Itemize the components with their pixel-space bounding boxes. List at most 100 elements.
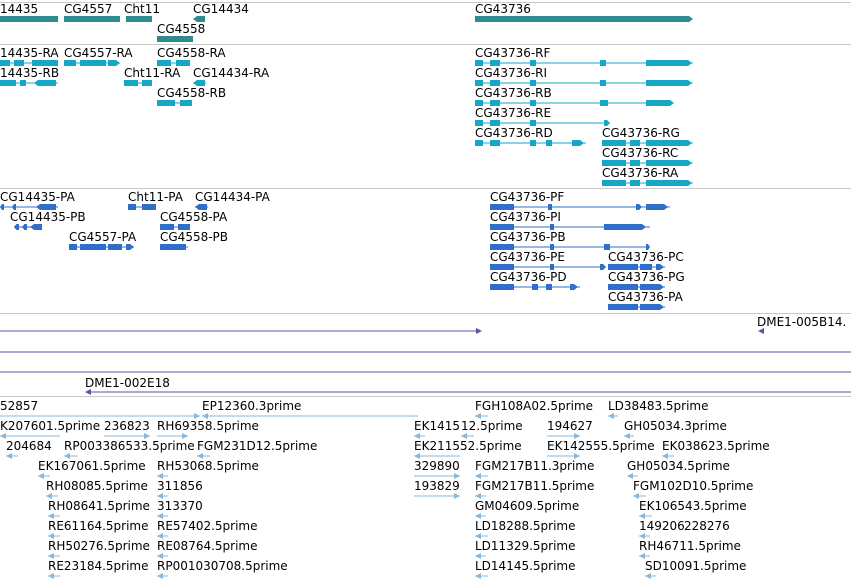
gene-label[interactable]: 14435 bbox=[0, 2, 39, 16]
est-label[interactable]: EK211552.5prime bbox=[414, 439, 522, 453]
transcript-glyph[interactable] bbox=[193, 80, 205, 86]
cds-glyph[interactable] bbox=[490, 224, 514, 230]
cds-glyph[interactable] bbox=[640, 264, 652, 270]
transcript-glyph[interactable] bbox=[630, 180, 640, 186]
est-glyph[interactable] bbox=[157, 473, 163, 479]
est-glyph[interactable] bbox=[608, 413, 614, 419]
cds-glyph[interactable] bbox=[656, 264, 664, 270]
est-label[interactable]: RH08085.5prime bbox=[46, 479, 148, 493]
gene-glyph[interactable] bbox=[475, 16, 693, 22]
est-glyph[interactable] bbox=[0, 433, 6, 439]
cds-glyph[interactable] bbox=[490, 244, 514, 250]
cds-label[interactable]: CG43736-PE bbox=[490, 250, 565, 264]
transcript-glyph[interactable] bbox=[124, 80, 138, 86]
est-label[interactable]: FGM217B11.3prime bbox=[475, 459, 595, 473]
transcript-glyph[interactable] bbox=[530, 80, 536, 86]
cds-glyph[interactable] bbox=[608, 304, 638, 310]
cds-glyph[interactable] bbox=[160, 224, 174, 230]
transcript-label[interactable]: CG43736-RD bbox=[475, 126, 553, 140]
transcript-glyph[interactable] bbox=[646, 180, 692, 186]
est-label[interactable]: RH08641.5prime bbox=[48, 499, 150, 513]
cds-glyph[interactable] bbox=[36, 204, 56, 210]
cds-glyph[interactable] bbox=[532, 284, 538, 290]
transcript-label[interactable]: CG4557-RA bbox=[64, 46, 133, 60]
cds-glyph[interactable] bbox=[80, 244, 106, 250]
est-glyph[interactable] bbox=[48, 533, 54, 539]
transcript-glyph[interactable] bbox=[530, 120, 536, 126]
cds-label[interactable]: CG4558-PB bbox=[160, 230, 229, 244]
gene-glyph[interactable] bbox=[126, 16, 152, 22]
est-glyph[interactable] bbox=[144, 433, 150, 439]
transcript-glyph[interactable] bbox=[600, 100, 608, 106]
transcript-glyph[interactable] bbox=[108, 60, 120, 66]
transcript-glyph[interactable] bbox=[64, 60, 76, 66]
est-label[interactable]: EK038623.5prime bbox=[662, 439, 770, 453]
transcript-label[interactable]: CG43736-RF bbox=[475, 46, 551, 60]
est-label[interactable]: FGM102D10.5prime bbox=[633, 479, 754, 493]
est-glyph[interactable] bbox=[157, 573, 163, 579]
transcript-label[interactable]: CG14434-RA bbox=[193, 66, 270, 80]
est-glyph[interactable] bbox=[475, 413, 481, 419]
est-glyph[interactable] bbox=[38, 473, 44, 479]
cds-glyph[interactable] bbox=[550, 264, 554, 270]
transcript-glyph[interactable] bbox=[157, 100, 175, 106]
gene-glyph[interactable] bbox=[0, 16, 58, 22]
est-label[interactable]: RE57402.5prime bbox=[157, 519, 258, 533]
cds-glyph[interactable] bbox=[178, 224, 190, 230]
est-glyph[interactable] bbox=[461, 433, 467, 439]
transcript-glyph[interactable] bbox=[32, 60, 58, 66]
est-label[interactable]: RE23184.5prime bbox=[48, 559, 149, 573]
est-label[interactable]: LD18288.5prime bbox=[475, 519, 576, 533]
cds-glyph[interactable] bbox=[570, 284, 578, 290]
gene-label[interactable]: CG4558 bbox=[157, 22, 206, 36]
est-glyph[interactable] bbox=[414, 433, 420, 439]
est-label[interactable]: 149206 bbox=[639, 519, 685, 533]
est-glyph[interactable] bbox=[574, 453, 580, 459]
est-label[interactable]: EK167061.5prime bbox=[38, 459, 146, 473]
cds-glyph[interactable] bbox=[490, 204, 514, 210]
cds-glyph[interactable] bbox=[126, 244, 134, 250]
est-label[interactable]: 228276 bbox=[684, 519, 730, 533]
est-label[interactable]: 329890 bbox=[414, 459, 460, 473]
transcript-glyph[interactable] bbox=[176, 60, 190, 66]
transcript-glyph[interactable] bbox=[180, 100, 192, 106]
transcript-label[interactable]: CG43736-RE bbox=[475, 106, 552, 120]
est-glyph[interactable] bbox=[475, 473, 481, 479]
transcript-label[interactable]: Cht11-RA bbox=[124, 66, 181, 80]
est-label[interactable]: EK142555.5prime bbox=[547, 439, 655, 453]
transcript-glyph[interactable] bbox=[14, 60, 24, 66]
est-label[interactable]: 12.5prime bbox=[461, 419, 523, 433]
cds-label[interactable]: CG43736-PI bbox=[490, 210, 561, 224]
transcript-glyph[interactable] bbox=[646, 160, 692, 166]
gene-label[interactable]: Cht11 bbox=[124, 2, 160, 16]
cds-label[interactable]: CG14434-PA bbox=[195, 190, 270, 204]
est-glyph[interactable] bbox=[157, 513, 163, 519]
est-label[interactable]: RH53068.5prime bbox=[157, 459, 259, 473]
est-glyph[interactable] bbox=[454, 473, 460, 479]
transcript-glyph[interactable] bbox=[646, 100, 674, 106]
est-label[interactable]: EK106543.5prime bbox=[639, 499, 747, 513]
transcript-glyph[interactable] bbox=[475, 80, 483, 86]
transcript-glyph[interactable] bbox=[490, 60, 500, 66]
transcript-label[interactable]: 14435-RB bbox=[0, 66, 60, 80]
est-label[interactable]: GH05034.5prime bbox=[627, 459, 730, 473]
est-label[interactable]: GM04609.5prime bbox=[475, 499, 580, 513]
cds-glyph[interactable] bbox=[640, 284, 664, 290]
transcript-label[interactable]: CG4558-RB bbox=[157, 86, 227, 100]
cds-label[interactable]: CG4558-PA bbox=[160, 210, 228, 224]
cds-glyph[interactable] bbox=[640, 304, 664, 310]
transcript-glyph[interactable] bbox=[600, 60, 606, 66]
transcript-label[interactable]: CG43736-RI bbox=[475, 66, 548, 80]
cds-glyph[interactable] bbox=[546, 284, 552, 290]
est-label[interactable]: RH50276.5prime bbox=[48, 539, 150, 553]
cds-glyph[interactable] bbox=[195, 204, 207, 210]
est-label[interactable]: 313370 bbox=[157, 499, 203, 513]
transcript-glyph[interactable] bbox=[572, 140, 584, 146]
transcript-glyph[interactable] bbox=[0, 60, 10, 66]
transcript-glyph[interactable] bbox=[600, 80, 606, 86]
est-label[interactable]: 311856 bbox=[157, 479, 203, 493]
est-label[interactable]: EP12360.3prime bbox=[202, 399, 302, 413]
est-label[interactable]: FGM217B11.5prime bbox=[475, 479, 595, 493]
est-label[interactable]: RH69358.5prime bbox=[157, 419, 259, 433]
cds-glyph[interactable] bbox=[608, 224, 646, 230]
